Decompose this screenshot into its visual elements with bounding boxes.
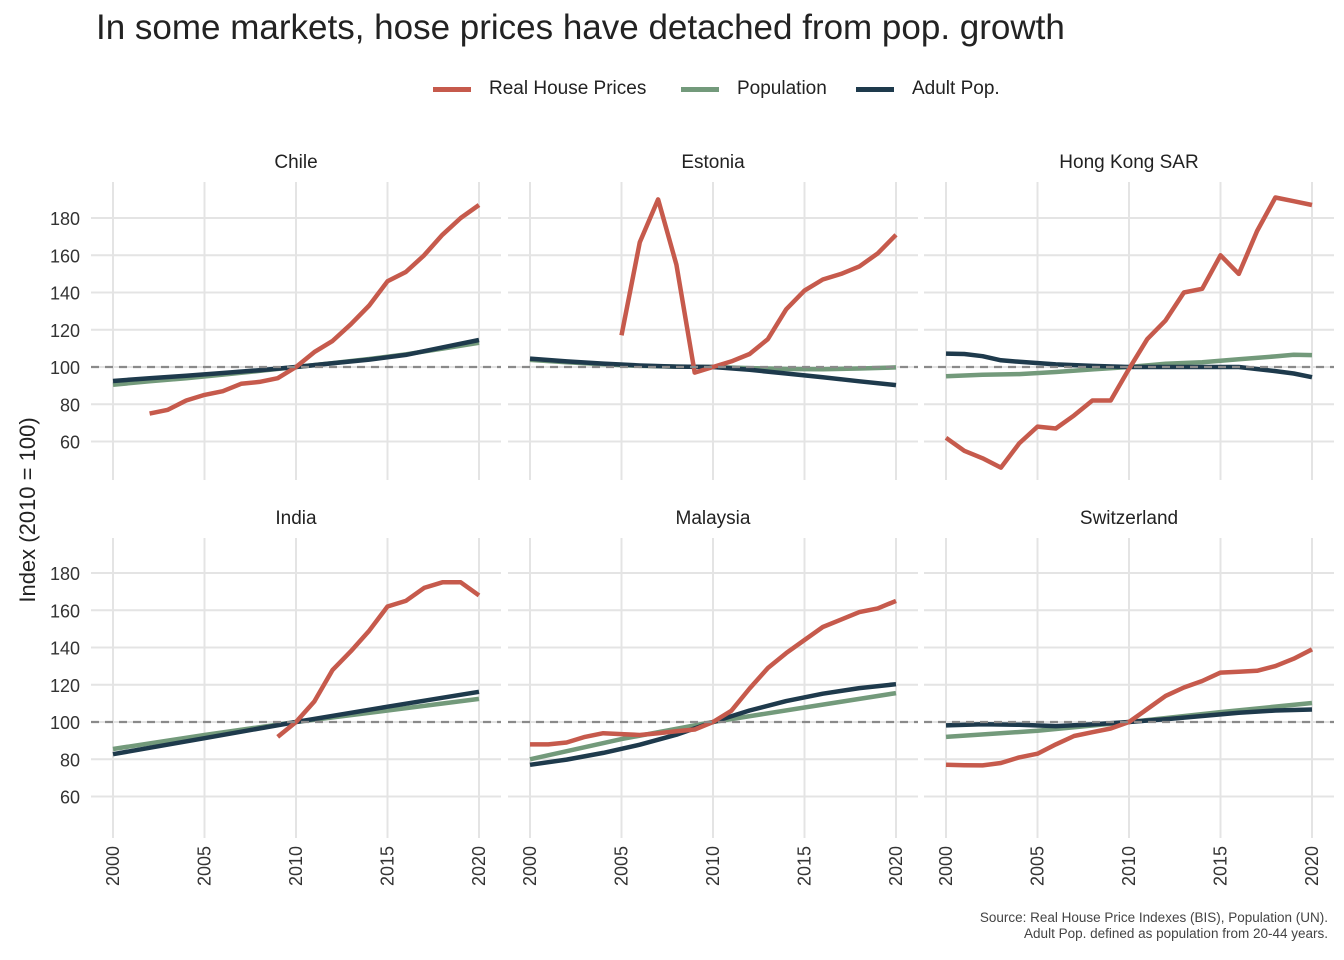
legend-item-population: Population — [681, 74, 827, 104]
legend-label-real-house-prices: Real House Prices — [489, 78, 647, 99]
x-tick-label: 2020 — [1302, 846, 1322, 886]
y-tick-label: 120 — [50, 321, 80, 341]
y-tick-label: 100 — [50, 358, 80, 378]
x-tick-label: 2005 — [195, 846, 215, 886]
series-line-real-house-prices-malaysia — [530, 598, 897, 747]
source-caption: Source: Real House Price Indexes (BIS), … — [980, 910, 1328, 942]
x-tick-label: 2015 — [795, 846, 815, 886]
y-tick-label: 180 — [50, 209, 80, 229]
x-tick-label: 2010 — [286, 846, 306, 886]
legend-item-adult-pop: Adult Pop. — [856, 74, 1000, 104]
chart-title: In some markets, hose prices have detach… — [96, 8, 1065, 47]
panel-india: India 60 80 100 120 140 160 180 2000 2005 2010 2015… — [50, 508, 501, 886]
legend-swatch-population — [681, 86, 719, 92]
y-tick-label: 80 — [60, 395, 80, 415]
panel-title-estonia: Estonia — [681, 152, 745, 173]
y-tick-label: 60 — [60, 433, 80, 453]
panel-hong-kong-sar: Hong Kong SAR — [924, 152, 1334, 480]
panel-title-india: India — [275, 508, 317, 529]
panel-title-switzerland: Switzerland — [1080, 508, 1178, 529]
source-line-1: Source: Real House Price Indexes (BIS), … — [979, 910, 1328, 925]
panel-estonia: Estonia — [508, 152, 918, 480]
y-tick-label: 120 — [50, 676, 80, 696]
x-tick-label: 2015 — [1211, 846, 1231, 886]
y-tick-label: 160 — [50, 246, 80, 266]
panel-title-hong-kong-sar: Hong Kong SAR — [1059, 152, 1198, 173]
legend-label-population: Population — [737, 78, 827, 99]
y-tick-label: 80 — [60, 750, 80, 770]
x-tick-label: 2010 — [1119, 846, 1139, 886]
legend-swatch-adult-pop — [856, 86, 894, 92]
x-tick-label: 2000 — [520, 846, 540, 886]
panel-title-malaysia: Malaysia — [676, 508, 751, 529]
legend-label-adult-pop: Adult Pop. — [912, 78, 1000, 99]
series-line-real-house-prices-chile — [149, 203, 481, 416]
panel-title-chile: Chile — [274, 152, 317, 173]
y-tick-label: 60 — [60, 788, 80, 808]
series-line-real-house-prices-hong-kong-sar — [944, 195, 1313, 470]
panel-switzerland: Switzerland 2000 2005 2010 2015 2020 — [924, 508, 1334, 886]
legend-swatch-real-house-prices — [433, 86, 471, 92]
x-tick-label: 2005 — [612, 846, 632, 886]
y-tick-label: 160 — [50, 601, 80, 621]
x-tick-label: 2015 — [378, 846, 398, 886]
y-tick-label: 100 — [50, 713, 80, 733]
legend: Real House Prices Population Adult Pop. — [0, 74, 1344, 104]
x-tick-label: 2020 — [469, 846, 489, 886]
x-tick-label: 2020 — [886, 846, 906, 886]
series-line-real-house-prices-switzerland — [945, 647, 1314, 768]
source-line-2: Adult Pop. defined as population from 20… — [1024, 926, 1328, 941]
x-tick-label: 2000 — [103, 846, 123, 886]
panel-chile: Chile 60 80 100 120 140 160 180 — [50, 152, 501, 480]
y-tick-label: 180 — [50, 564, 80, 584]
y-axis-title: Index (2010 = 100) — [15, 417, 40, 602]
x-tick-label: 2005 — [1028, 846, 1048, 886]
legend-item-real-house-prices: Real House Prices — [433, 74, 646, 104]
panel-malaysia: Malaysia 2000 2005 2010 2015 2020 — [508, 508, 918, 886]
y-tick-label: 140 — [50, 639, 80, 659]
series-line-real-house-prices-estonia — [619, 197, 898, 375]
x-tick-label: 2000 — [936, 846, 956, 886]
series-line-real-house-prices-india — [276, 580, 481, 739]
y-tick-label: 140 — [50, 284, 80, 304]
x-tick-label: 2010 — [703, 846, 723, 886]
